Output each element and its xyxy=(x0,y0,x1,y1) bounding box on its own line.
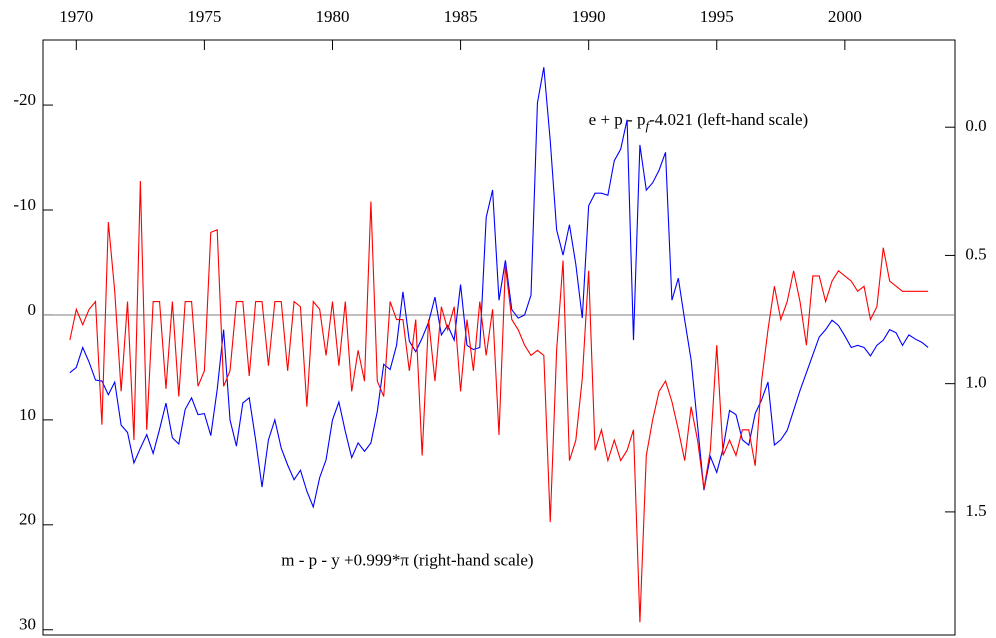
y-tick-label: 0 xyxy=(28,300,37,319)
y-tick-label: -10 xyxy=(13,195,36,214)
y-tick-label: 30 xyxy=(19,615,36,634)
plot-frame xyxy=(42,39,956,636)
data-line xyxy=(69,67,929,509)
y-tick-label: -20 xyxy=(13,90,36,109)
x-tick-label: 1980 xyxy=(315,7,349,26)
annotation-part: f xyxy=(645,118,651,133)
x-tick-label: 1975 xyxy=(187,7,221,26)
y2-tick-label: 0.5 xyxy=(965,244,986,263)
y2-tick-label: 0.0 xyxy=(965,116,986,135)
annotation-part: -4.021 (left-hand scale) xyxy=(649,110,808,129)
y2-tick-label: 1.5 xyxy=(965,501,986,520)
x-tick-label: 1985 xyxy=(444,7,478,26)
annotation-part: e + p - p xyxy=(589,110,646,129)
annotation: m - p - y +0.999*π (right-hand scale) xyxy=(281,550,533,569)
x-tick-label: 1990 xyxy=(572,7,606,26)
annotation-part: m - p - y +0.999*π (right-hand scale) xyxy=(281,550,533,569)
x-tick-label: 1970 xyxy=(59,7,93,26)
y-tick-label: 10 xyxy=(19,405,36,424)
y2-tick-label: 1.0 xyxy=(965,373,986,392)
y-tick-label: 20 xyxy=(19,510,36,529)
annotation: e + p - pf-4.021 (left-hand scale) xyxy=(589,110,809,133)
x-tick-label: 2000 xyxy=(828,7,862,26)
x-tick-label: 1995 xyxy=(700,7,734,26)
data-line xyxy=(69,181,929,623)
